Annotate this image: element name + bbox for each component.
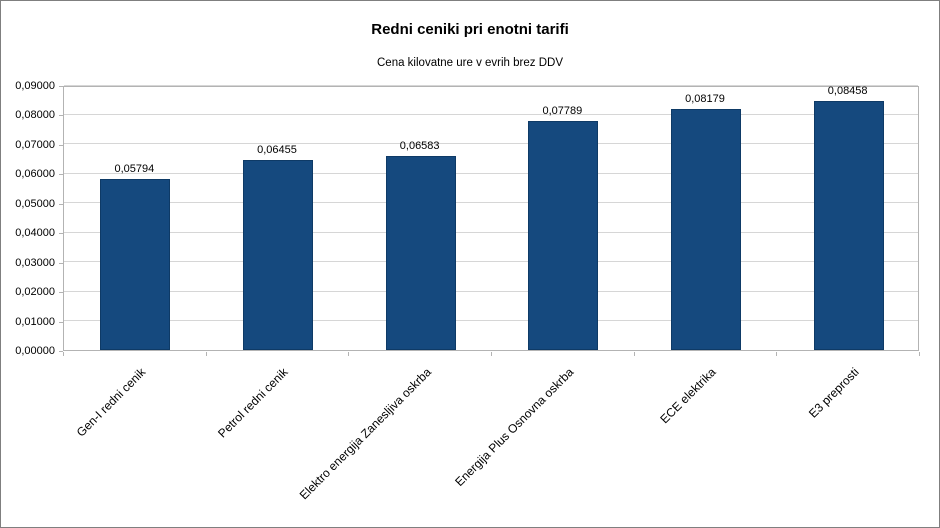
bar-value-label: 0,05794 (114, 163, 155, 176)
y-axis-tick-mark (59, 115, 63, 117)
bar-value-label: 0,06455 (257, 143, 297, 156)
gridline (64, 261, 918, 263)
gridline (64, 84, 918, 86)
y-axis-tick-label: 0,03000 (15, 256, 55, 269)
gridline (64, 231, 918, 233)
y-axis-tick-label: 0,08000 (15, 109, 55, 122)
chart-title: Redni ceniki pri enotni tarifi (371, 21, 569, 38)
y-axis-tick-mark (59, 203, 63, 205)
gridline (64, 143, 918, 145)
x-axis-tick-mark (491, 352, 492, 356)
gridline (64, 320, 918, 322)
bar-value-label: 0,08458 (827, 84, 868, 97)
y-axis-tick-mark (59, 233, 63, 235)
y-axis-tick-mark (59, 262, 63, 264)
x-axis-category-label: Elektro energija Zanesljiva oskrba (296, 365, 434, 503)
bar-value-label: 0,06583 (399, 140, 440, 153)
y-axis-tick-label: 0,00000 (15, 345, 55, 357)
y-axis-tick-mark (59, 144, 63, 146)
plot-area (63, 84, 919, 351)
y-axis-tick-mark (59, 292, 63, 294)
bar (243, 159, 313, 350)
bar (528, 120, 599, 350)
x-axis-tick-mark (205, 352, 207, 356)
x-axis-tick-mark (776, 352, 778, 356)
y-axis-tick-mark (59, 321, 63, 323)
x-axis-category-label: Gen-I redni cenik (73, 365, 149, 440)
y-axis-tick-label: 0,01000 (15, 315, 55, 328)
x-axis-category-label: Energija Plus Osnovna oskrba (452, 365, 577, 490)
gridline (64, 290, 918, 292)
y-axis-tick-label: 0,02000 (15, 286, 55, 299)
y-axis-tick-label: 0,07000 (15, 138, 55, 151)
y-axis-tick-label: 0,09000 (15, 80, 55, 92)
y-axis-tick-label: 0,04000 (15, 227, 55, 240)
bar (813, 100, 884, 350)
x-axis-tick-mark (348, 352, 350, 356)
x-axis-tick-mark (919, 352, 920, 356)
bar (671, 109, 741, 350)
gridline (64, 172, 918, 174)
bar (100, 179, 171, 350)
y-axis-tick-label: 0,06000 (15, 168, 55, 181)
gridline (64, 202, 918, 204)
y-axis-tick-mark (59, 174, 63, 176)
x-axis-category-label: Petrol redni cenik (215, 365, 291, 441)
x-axis-tick-mark (63, 352, 64, 356)
x-axis-category-label: ECE elektrika (657, 365, 719, 427)
chart-subtitle: Cena kilovatne ure v evrih brez DDV (377, 57, 563, 69)
gridline (64, 113, 918, 115)
bar-value-label: 0,08179 (685, 93, 725, 106)
x-axis-tick-mark (633, 352, 635, 356)
y-axis-tick-label: 0,05000 (15, 197, 55, 210)
y-axis-tick-mark (59, 351, 63, 352)
y-axis-tick-mark (59, 86, 63, 87)
bar (385, 156, 456, 350)
x-axis-category-label: E3 preprosti (805, 365, 862, 421)
bar-value-label: 0,07789 (542, 104, 583, 117)
